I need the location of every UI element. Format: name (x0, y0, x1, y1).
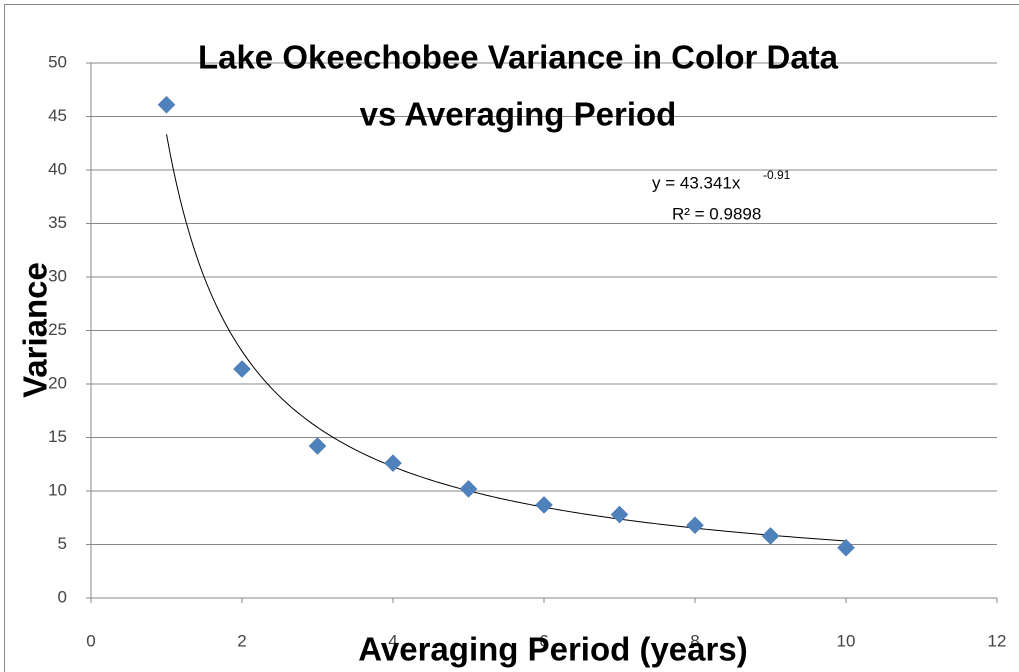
point (459, 480, 478, 498)
trendline-equation: y = 43.341x (652, 173, 741, 192)
point (761, 527, 780, 545)
x-tick-label: 4 (388, 631, 397, 650)
x-tick-label: 8 (690, 631, 699, 650)
y-tick-label: 0 (58, 587, 67, 606)
point (157, 95, 176, 114)
y-tick-label: 10 (48, 480, 67, 499)
x-tick-label: 2 (237, 631, 246, 650)
trendline (166, 134, 847, 542)
y-tick-label: 50 (48, 52, 67, 71)
x-tick-label: 10 (837, 631, 856, 650)
chart-frame (4, 4, 1019, 672)
chart-title: Lake Okeechobee Variance in Color Data (198, 39, 839, 76)
y-tick-label: 40 (48, 159, 67, 178)
point (535, 496, 553, 514)
y-tick-label: 15 (48, 427, 67, 446)
point (686, 516, 704, 535)
y-tick-label: 30 (48, 266, 67, 285)
y-tick-label: 20 (48, 373, 67, 392)
x-tick-label: 6 (539, 631, 548, 650)
point (384, 454, 402, 473)
chart-title: vs Averaging Period (360, 96, 677, 133)
x-tick-label: 0 (86, 631, 95, 650)
y-axis-title: Variance (17, 262, 54, 398)
r-squared: R² = 0.9898 (672, 204, 761, 223)
x-axis-title: Averaging Period (years) (358, 631, 747, 668)
grid: 0 5 10 15 20 25 30 35 40 45 50 0 2 4 6 8 10 12 (48, 52, 1006, 650)
y-tick-label: 5 (58, 534, 67, 553)
trendline-exponent: -0.91 (763, 168, 791, 182)
point (837, 538, 855, 557)
point (610, 505, 629, 524)
x-tick-label: 12 (988, 631, 1007, 650)
point (233, 360, 251, 378)
y-tick-label: 25 (48, 320, 67, 339)
point (308, 437, 327, 455)
marks (157, 95, 855, 557)
y-tick-label: 45 (48, 106, 67, 125)
y-tick-label: 35 (48, 213, 67, 232)
